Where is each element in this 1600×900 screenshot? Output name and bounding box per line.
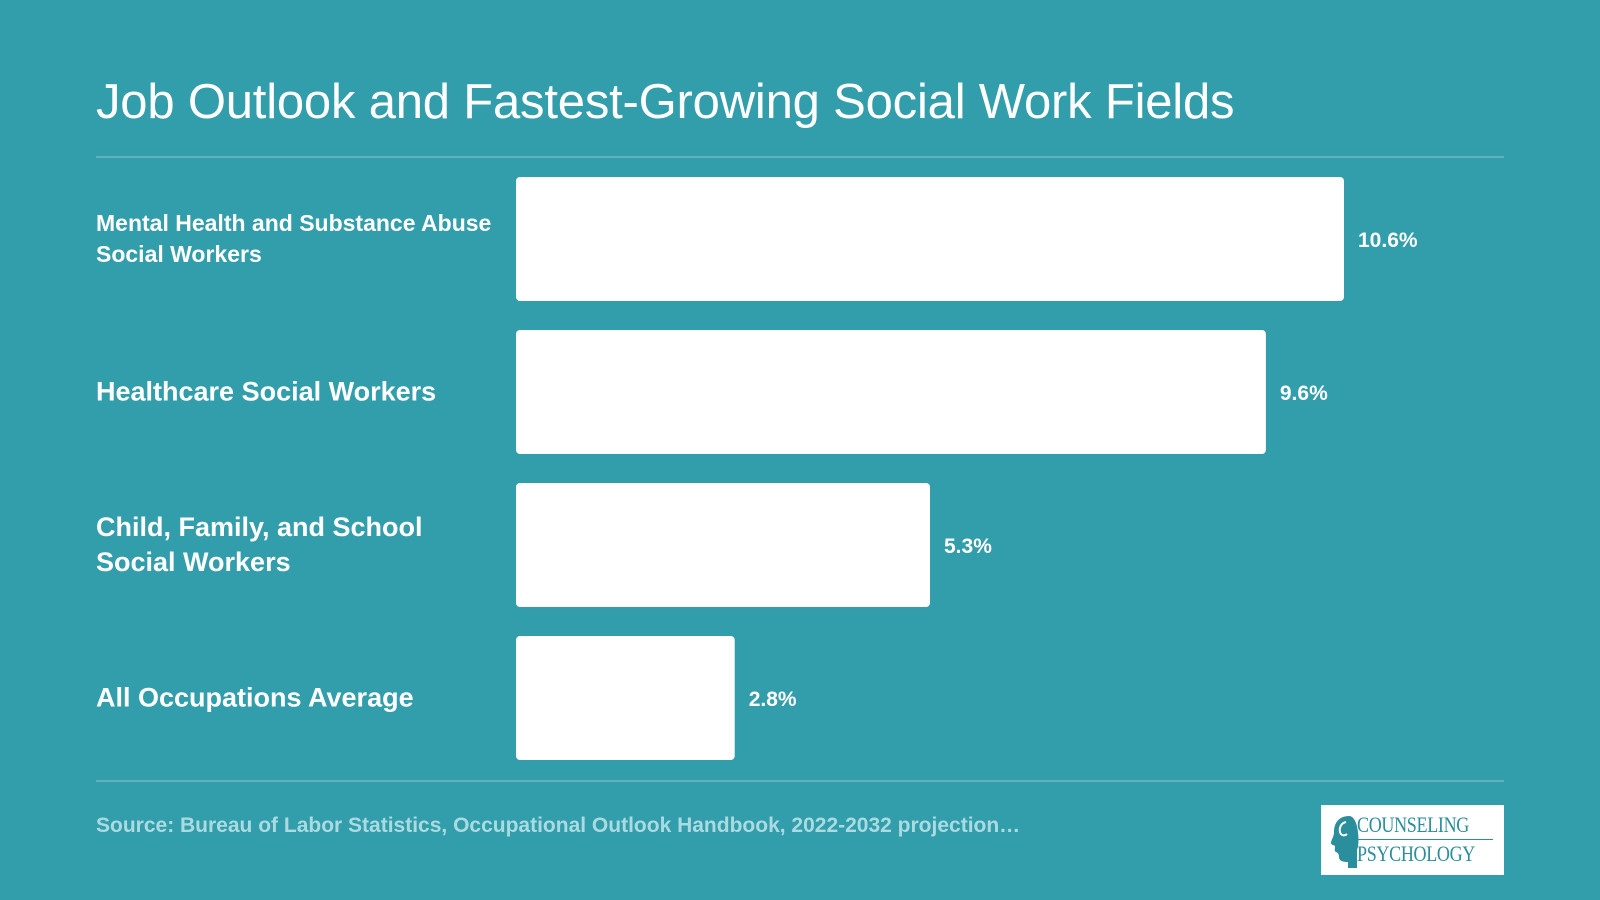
bar-2	[516, 483, 930, 607]
counseling-psychology-logo: COUNSELING PSYCHOLOGY	[1321, 805, 1504, 875]
bar-3	[516, 636, 735, 760]
bar-0	[516, 177, 1344, 301]
top-divider	[96, 156, 1504, 158]
value-label-2: 5.3%	[944, 535, 992, 558]
category-label-3: All Occupations Average	[96, 682, 414, 713]
category-label-2: Child, Family, and School Social Workers	[96, 512, 423, 577]
bar-1	[516, 330, 1266, 454]
value-label-1: 9.6%	[1280, 382, 1328, 405]
category-label-0: Mental Health and Substance Abuse Social…	[96, 210, 492, 267]
chart-title: Job Outlook and Fastest-Growing Social W…	[96, 75, 1235, 129]
head-silhouette-icon	[1331, 816, 1359, 868]
logo-line-1: COUNSELING	[1357, 812, 1469, 837]
category-label-1: Healthcare Social Workers	[96, 376, 437, 407]
bottom-divider	[96, 780, 1504, 782]
value-label-0: 10.6%	[1358, 229, 1418, 252]
source-note: Source: Bureau of Labor Statistics, Occu…	[96, 814, 1021, 837]
logo-divider	[1357, 839, 1493, 840]
value-label-3: 2.8%	[749, 688, 797, 711]
logo-line-2: PSYCHOLOGY	[1357, 841, 1476, 866]
